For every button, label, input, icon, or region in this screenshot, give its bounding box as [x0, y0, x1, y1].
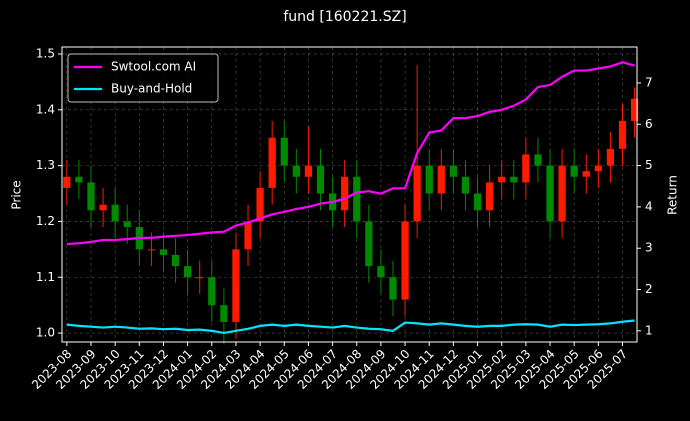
candle-body: [630, 98, 639, 121]
y2-axis-label: Return: [666, 175, 680, 215]
plot-frame: [61, 46, 638, 343]
candle-body: [220, 305, 228, 322]
candle-body: [147, 249, 156, 251]
candle-body: [534, 154, 542, 166]
candle-body: [353, 176, 361, 222]
candle-body: [582, 171, 590, 177]
candle-body: [510, 176, 518, 183]
candle-body: [232, 249, 240, 322]
y2-tick-label: 1: [645, 323, 653, 337]
candle-body: [75, 176, 83, 183]
candle-body: [184, 266, 192, 278]
y-tick-label: 1.1: [36, 270, 55, 284]
candle-body: [401, 221, 409, 300]
chart-title: fund [160221.SZ]: [283, 9, 406, 25]
candle-body: [123, 221, 131, 228]
candle-body: [437, 165, 445, 194]
candle-body: [389, 277, 397, 300]
candle-body: [594, 165, 602, 172]
candle-body: [244, 221, 252, 250]
candle-body: [498, 176, 506, 183]
candle-body: [280, 137, 288, 166]
candle-body: [304, 165, 313, 177]
candle-body: [196, 277, 204, 279]
candle-body: [171, 254, 180, 267]
y2-tick-label: 4: [645, 199, 653, 213]
candle-body: [208, 277, 216, 306]
candle-body: [63, 176, 71, 188]
candle-body: [606, 148, 615, 166]
y-tick-label: 1.2: [36, 214, 55, 228]
legend-label: Buy-and-Hold: [111, 82, 192, 96]
line-series: [66, 61, 635, 246]
candle-body: [377, 266, 385, 278]
y-tick-label: 1.4: [36, 102, 55, 116]
candle-body: [461, 176, 470, 194]
y-tick-label: 1.5: [36, 46, 55, 60]
candle-body: [292, 165, 300, 177]
y-tick-label: 1.0: [36, 326, 55, 340]
legend-box: [67, 53, 219, 103]
candle-body: [99, 204, 107, 211]
candle-body: [268, 137, 276, 188]
candle-body: [256, 187, 264, 222]
candle-body: [473, 193, 482, 211]
line-series: [66, 319, 635, 335]
y2-tick-label: 7: [645, 75, 653, 89]
candle-body: [618, 120, 627, 149]
candle-body: [159, 249, 168, 255]
candle-body: [449, 165, 458, 177]
candle-body: [111, 204, 119, 222]
candle-body: [558, 165, 566, 222]
candle-body: [413, 165, 421, 222]
y-axis-label: Price: [10, 180, 24, 209]
y2-tick-label: 6: [645, 117, 653, 131]
y2-tick-label: 2: [645, 282, 653, 296]
candle-body: [365, 221, 373, 267]
candle-body: [316, 165, 325, 194]
candle-body: [341, 176, 349, 211]
candle-body: [522, 154, 530, 183]
y2-tick-label: 5: [645, 158, 653, 172]
y2-tick-label: 3: [645, 241, 653, 255]
candle-body: [486, 182, 494, 211]
candle-body: [87, 182, 95, 211]
candle-body: [425, 165, 433, 194]
candle-body: [570, 165, 578, 177]
legend: Swtool.com AI Buy-and-Hold: [67, 53, 219, 103]
y-tick-label: 1.3: [36, 158, 55, 172]
legend-label: Swtool.com AI: [111, 60, 196, 74]
candle-body: [546, 165, 554, 222]
